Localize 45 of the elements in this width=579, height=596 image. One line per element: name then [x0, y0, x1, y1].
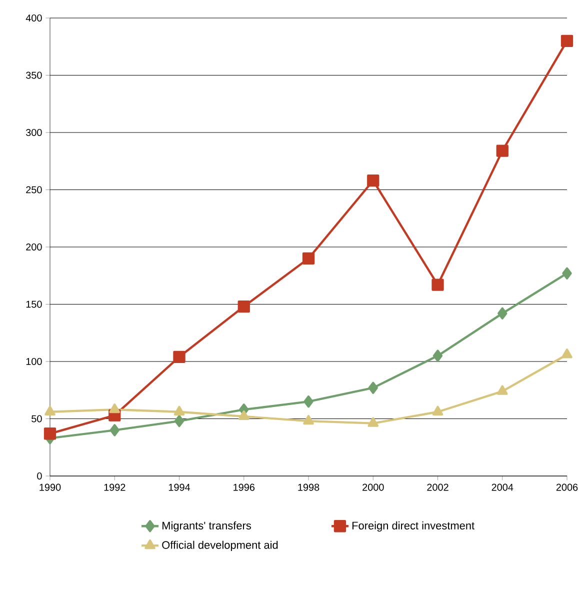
y-tick-label: 350 — [26, 72, 42, 79]
legend-label: Official development aid — [162, 540, 278, 552]
point — [302, 252, 315, 265]
point — [498, 307, 508, 320]
y-tick-label: 400 — [26, 14, 42, 22]
point — [368, 382, 378, 394]
point — [562, 267, 572, 280]
y-tick-label: 250 — [26, 186, 42, 194]
y-tick-label: 200 — [26, 243, 42, 251]
y-tick-label: 150 — [26, 300, 42, 308]
x-tick-label: 1990 — [40, 484, 61, 491]
x-tick-label: 2002 — [427, 484, 448, 491]
x-tick-label: 1996 — [234, 484, 255, 491]
point — [109, 404, 120, 414]
x-tick-label: 2006 — [556, 484, 578, 491]
x-tick-label: 1992 — [104, 484, 126, 491]
point — [44, 428, 56, 440]
point — [496, 385, 508, 395]
point — [110, 424, 120, 436]
y-tick-label: 50 — [32, 415, 42, 422]
point — [560, 34, 574, 47]
point — [44, 406, 56, 416]
point — [368, 417, 379, 427]
point — [432, 406, 444, 416]
y-tick-label: 0 — [37, 472, 42, 480]
x-tick-label: 1994 — [168, 484, 190, 491]
x-tick-label: 2004 — [492, 484, 514, 491]
x-tick-label: 2000 — [362, 484, 384, 491]
point — [174, 406, 185, 416]
point — [367, 174, 380, 187]
point — [562, 348, 572, 358]
legend-label: Foreign direct investment — [352, 521, 474, 532]
point — [303, 414, 314, 425]
point — [173, 350, 186, 363]
point — [174, 414, 184, 428]
legend-label: Migrants' transfers — [162, 521, 251, 532]
point — [496, 144, 508, 157]
point — [432, 350, 443, 362]
x-tick-label: 1998 — [298, 484, 320, 491]
y-tick-label: 300 — [26, 128, 42, 136]
point — [238, 410, 250, 420]
point — [238, 300, 250, 313]
point — [432, 278, 444, 291]
y-tick-label: 100 — [26, 358, 42, 366]
point — [304, 396, 314, 408]
